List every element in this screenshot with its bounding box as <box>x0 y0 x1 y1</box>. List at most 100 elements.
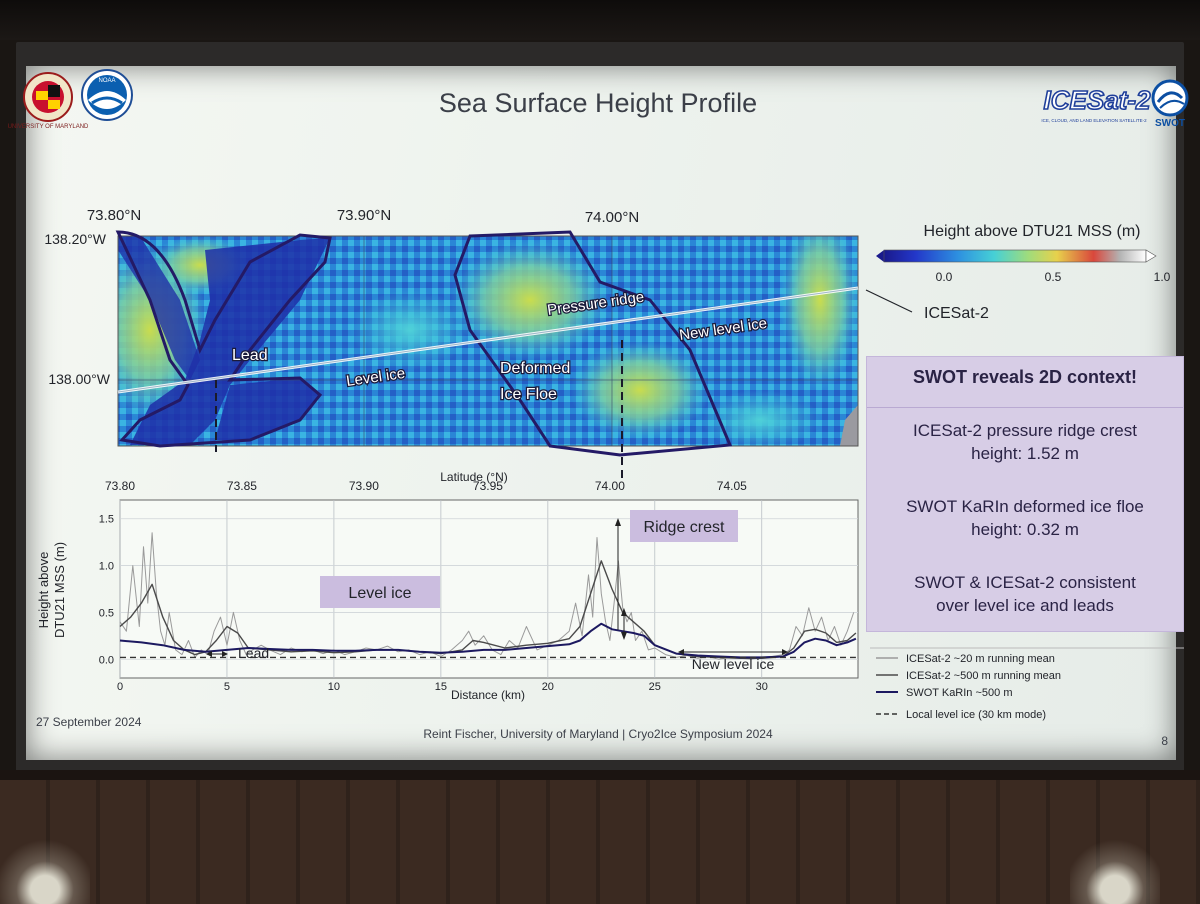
icesat2-pointer <box>865 289 913 313</box>
map-cyan-patch <box>700 390 820 446</box>
legend-entry-local-level-ice: Local level ice (30 km mode) <box>906 709 1046 721</box>
chart-y-axis-label-line-1: Height above <box>36 552 51 629</box>
icesat2-track-label: ICESat-2 <box>924 305 989 322</box>
swot-logo-text: SWOT <box>1155 118 1185 129</box>
stage-wall <box>0 770 1200 904</box>
map-label-lead: Lead <box>232 347 268 364</box>
chart-top-tick-label: 73.85 <box>227 479 257 493</box>
colorbar-tick: 0.5 <box>1045 270 1062 284</box>
chart-y-tick-label: 1.5 <box>99 514 114 526</box>
level-ice-label-box <box>320 576 440 608</box>
flower-decoration-left <box>0 834 90 904</box>
arrow-head-icon <box>206 651 212 657</box>
map-lon-label: 138.00°W <box>48 371 110 387</box>
chart-x-tick-label: 20 <box>542 681 554 693</box>
slide-page-number: 8 <box>1161 734 1168 748</box>
chart-x-tick-label: 25 <box>649 681 661 693</box>
map-yellow-patch <box>780 236 858 390</box>
chart-legend: ICESat-2 ~20 m running mean ICESat-2 ~50… <box>870 647 1184 721</box>
panel-item-line: ICESat-2 pressure ridge crest <box>913 421 1137 440</box>
swot-logo-icon: SWOT <box>1151 79 1189 129</box>
icesat2-tagline: ICE, CLOUD, AND LAND ELEVATION SATELLITE… <box>1041 118 1147 123</box>
chart-x-tick-label: 0 <box>117 681 123 693</box>
chart-x-tick-label: 30 <box>756 681 768 693</box>
chart-top-tick-label: 74.00 <box>595 479 625 493</box>
chart-x-tick-label: 15 <box>435 681 447 693</box>
chart-top-ticks: 73.80 73.85 73.90 73.95 74.00 74.05 <box>105 479 747 493</box>
chart-x-tick-label: 5 <box>224 681 230 693</box>
icesat2-track-core <box>117 287 859 393</box>
chart-plot-area <box>119 499 859 679</box>
panel-item-line: SWOT & ICESat-2 consistent <box>914 573 1136 592</box>
map-lat-label: 73.90°N <box>337 207 391 224</box>
icesat2-logo-text: ICESat-2 <box>1044 85 1151 115</box>
chart-series <box>119 532 857 660</box>
panel-item-line: over level ice and leads <box>936 596 1114 615</box>
legend-entry-swot: SWOT KaRIn ~500 m <box>906 687 1012 699</box>
map-lat-label: 73.80°N <box>87 207 141 224</box>
colorbar-title: Height above DTU21 MSS (m) <box>924 223 1141 240</box>
chart-y-tick-label: 0.0 <box>99 654 114 666</box>
arrow-head-icon <box>678 649 684 655</box>
chart-top-tick-label: 73.80 <box>105 479 135 493</box>
arrow-head-icon <box>621 632 627 640</box>
colorbar-tick: 1.0 <box>1154 270 1171 284</box>
colorbar: Height above DTU21 MSS (m) 0.0 0.5 1.0 <box>876 223 1171 284</box>
chart-x-axis-label: Distance (km) <box>451 688 525 702</box>
colorbar-min-arrow <box>876 250 884 262</box>
series-line-2 <box>119 622 857 659</box>
icesat2-logo-icon: ICESat-2 ICE, CLOUD, AND LAND ELEVATION … <box>1041 84 1151 123</box>
room-ceiling <box>0 0 1200 40</box>
lead-dark-region <box>118 236 200 380</box>
panel-item-ridge: ICESat-2 pressure ridge crest height: 1.… <box>877 419 1173 465</box>
legend-entry-icesat-20m: ICESat-2 ~20 m running mean <box>906 653 1055 665</box>
colorbar-max-arrow <box>1145 249 1157 263</box>
chart-y-ticks: 0.0 0.5 1.0 1.5 <box>99 514 114 667</box>
map-lat-label: 74.00°N <box>585 209 639 226</box>
noaa-logo-text: NOAA <box>98 78 115 84</box>
chart-annotation-ridge-crest: Ridge crest <box>644 519 725 536</box>
colorbar-bar <box>883 249 1147 263</box>
chart-x-ticks: 0 5 10 15 20 25 30 <box>117 681 768 693</box>
map-cyan-patch <box>350 290 470 370</box>
map-lon-label: 138.20°W <box>44 231 106 247</box>
swot-context-panel: SWOT reveals 2D context! ICESat-2 pressu… <box>866 356 1184 632</box>
slide-footer: Reint Fischer, University of Maryland | … <box>423 727 773 741</box>
map-yellow-patch <box>450 240 610 360</box>
chart-annotation-new-level-ice: New level ice <box>692 656 775 672</box>
umd-seal-icon: UNIVERSITY OF MARYLAND <box>8 72 89 130</box>
chart-annotation-lead: Lead <box>238 645 269 661</box>
chart-y-tick-label: 1.0 <box>99 561 114 573</box>
arrow-head-icon <box>615 518 621 526</box>
panel-item-line: SWOT KaRIn deformed ice floe <box>906 497 1144 516</box>
chart-y-axis-label: Height above DTU21 MSS (m) <box>36 542 67 638</box>
deformed-ice-floe-outline <box>453 230 733 457</box>
panel-title: SWOT reveals 2D context! <box>912 367 1138 387</box>
ridge-crest-label-box <box>630 510 738 542</box>
map-label-ice-floe: Ice Floe <box>500 386 557 403</box>
chart-x-tick-label: 10 <box>328 681 340 693</box>
chart-top-tick-label: 74.05 <box>717 479 747 493</box>
panel-item-consistency: SWOT & ICESat-2 consistent over level ic… <box>877 571 1173 617</box>
slide-title: Sea Surface Height Profile <box>439 88 757 118</box>
lead-dark-region <box>215 378 320 440</box>
slide-date: 27 September 2024 <box>36 715 142 729</box>
umd-logo-text: UNIVERSITY OF MARYLAND <box>8 124 89 130</box>
swot-ssh-map: Lead Level ice Deformed Ice Floe Pressur… <box>44 207 989 480</box>
stage-edge <box>0 770 1200 780</box>
panel-item-line: height: 1.52 m <box>971 444 1079 463</box>
panel-item-floe: SWOT KaRIn deformed ice floe height: 0.3… <box>877 495 1173 541</box>
arrow-head-icon <box>222 651 228 657</box>
panel-divider <box>867 407 1183 408</box>
chart-y-tick-label: 0.5 <box>99 607 114 619</box>
map-yellow-patch <box>570 340 710 440</box>
panel-item-line: height: 0.32 m <box>971 520 1079 539</box>
colorbar-tick: 0.0 <box>936 270 953 284</box>
map-nodata-corner <box>840 405 858 446</box>
lead-outline <box>115 230 332 448</box>
height-profile-chart: 0 5 10 15 20 25 30 0.0 0.5 1.0 1.5 73.80 73.85 73.9… <box>36 470 859 702</box>
chart-top-axis-label: Latitude (°N) <box>440 470 508 484</box>
flower-decoration-right <box>1070 834 1160 904</box>
noaa-logo-icon: NOAA <box>81 69 133 121</box>
